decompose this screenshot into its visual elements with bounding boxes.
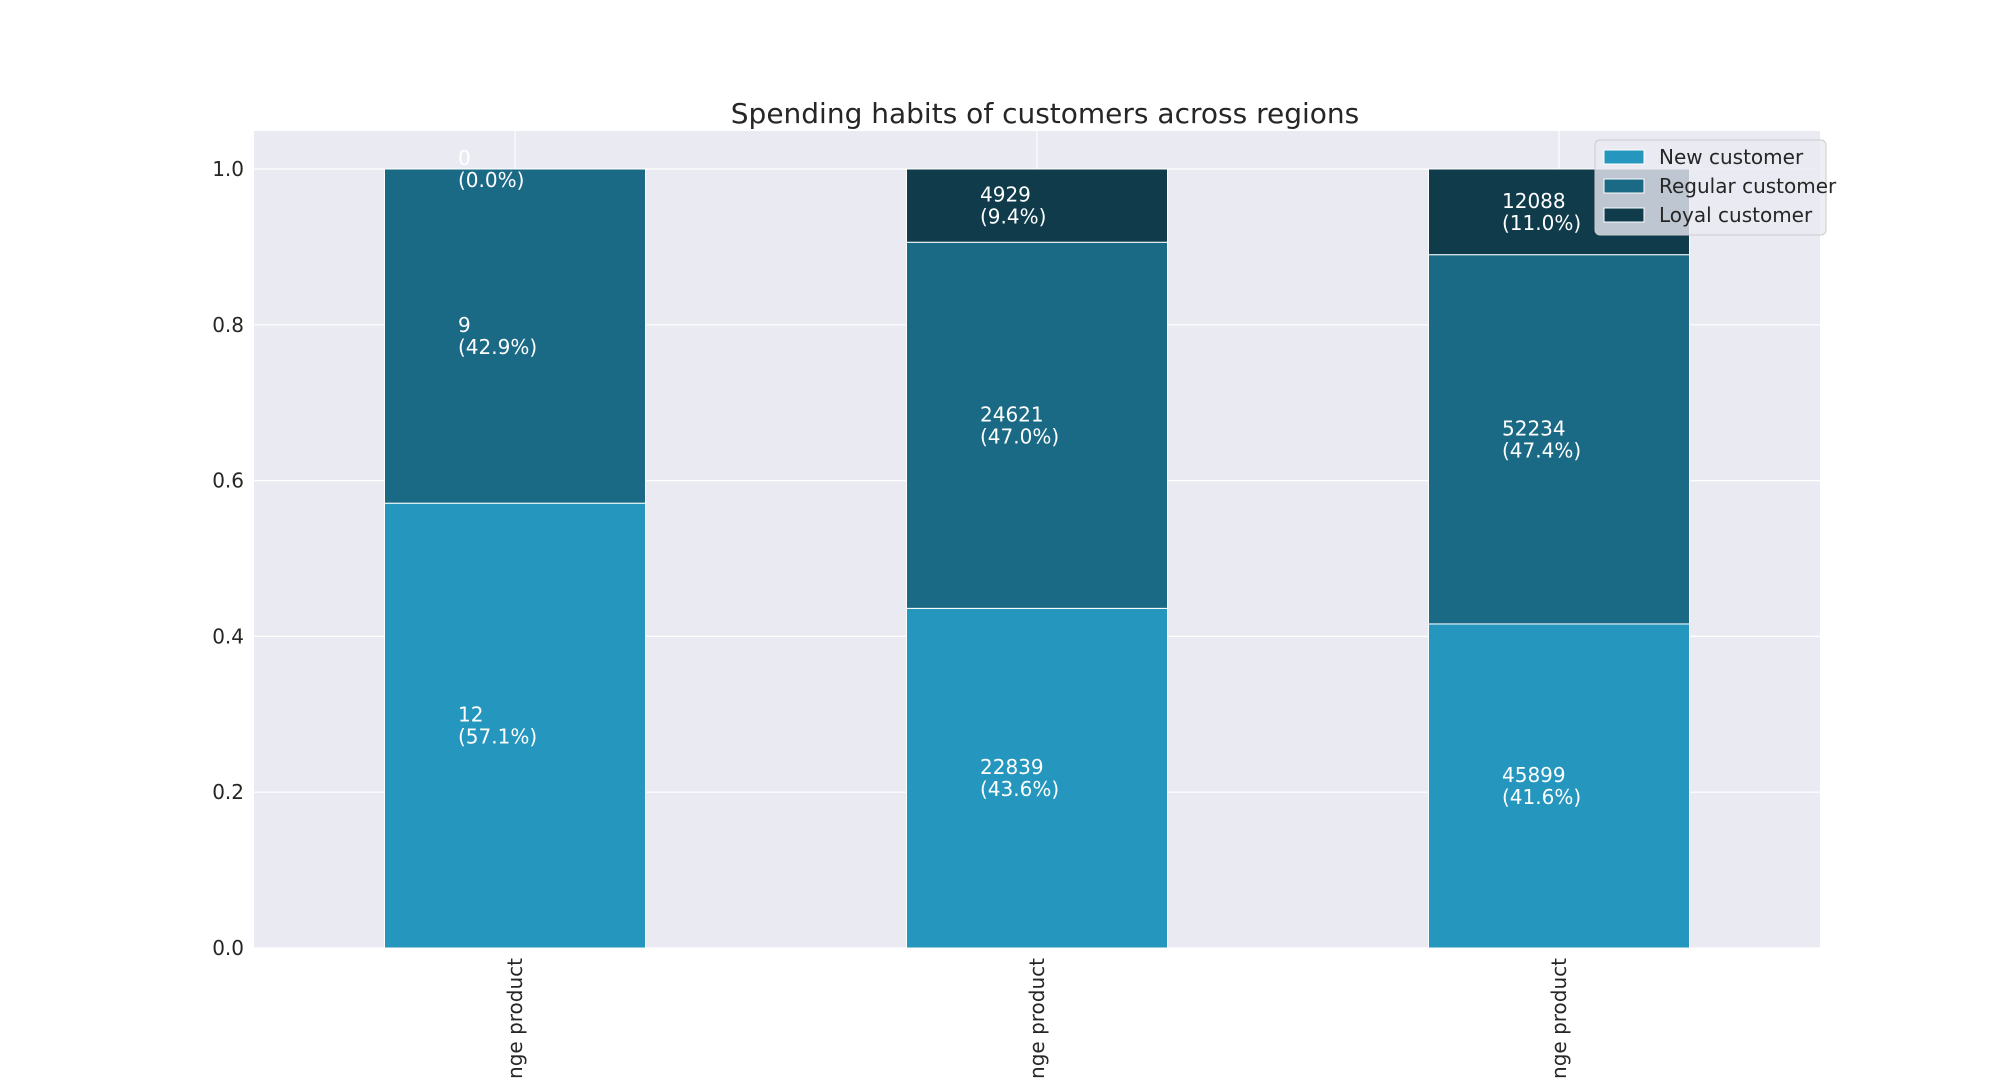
y-tick-label: 0.2 — [212, 780, 244, 804]
bar-label: 24621 — [980, 402, 1044, 426]
bar-segment — [384, 502, 646, 949]
legend-label: New customer — [1659, 145, 1804, 169]
bar-label: 0 — [458, 146, 471, 170]
bar-label: 4929 — [980, 183, 1031, 207]
x-tick-label: range product — [503, 958, 527, 1080]
bar-label: (41.6%) — [1502, 785, 1581, 809]
bar-label: 22839 — [980, 755, 1044, 779]
bar-label: (47.4%) — [1502, 438, 1581, 462]
x-tick-label: range product — [1025, 958, 1049, 1080]
legend-swatch — [1603, 178, 1645, 194]
bar-label: 52234 — [1502, 416, 1566, 440]
bar-label: (0.0%) — [458, 168, 524, 192]
x-tick-label: range product — [1547, 958, 1571, 1080]
bar-label: 12 — [458, 703, 483, 727]
bar-segment — [906, 168, 1168, 243]
legend-label: Loyal customer — [1659, 203, 1813, 227]
bar-label: (57.1%) — [458, 725, 537, 749]
bar-segment — [906, 607, 1168, 949]
x-axis-ticks: range product range product range product — [503, 958, 1571, 1080]
y-tick-label: 0.0 — [212, 936, 244, 960]
legend-swatch — [1603, 149, 1645, 165]
legend: New customer Regular customer Loyal custom… — [1594, 139, 1837, 236]
bar-segment — [1428, 623, 1690, 949]
bar-label: 12088 — [1502, 189, 1566, 213]
bar-label: (47.0%) — [980, 424, 1059, 448]
bar-label: 45899 — [1502, 763, 1566, 787]
bar-segment — [906, 241, 1168, 609]
bar-label: 9 — [458, 313, 471, 337]
legend-label: Regular customer — [1659, 174, 1837, 198]
y-tick-label: 1.0 — [212, 157, 244, 181]
bar-segment — [1428, 254, 1690, 625]
bar-label-group: 12(57.1%) 22839(43.6%) 45899(41.6%) 9(42.9%… — [458, 146, 1581, 809]
y-tick-label: 0.4 — [212, 624, 244, 648]
y-tick-label: 0.6 — [212, 469, 244, 493]
bar-label: (43.6%) — [980, 777, 1059, 801]
bar-label: (9.4%) — [980, 205, 1046, 229]
bar-segment — [384, 168, 646, 504]
bar-label: (42.9%) — [458, 335, 537, 359]
chart-title: Spending habits of customers across regi… — [731, 97, 1359, 130]
bar-label: (11.0%) — [1502, 211, 1581, 235]
legend-box — [1594, 139, 1827, 236]
legend-swatch — [1603, 207, 1645, 223]
y-tick-label: 0.8 — [212, 313, 244, 337]
y-axis-ticks: 0.0 0.2 0.4 0.6 0.8 1.0 — [212, 157, 244, 960]
bar-stack-group — [384, 168, 1690, 949]
